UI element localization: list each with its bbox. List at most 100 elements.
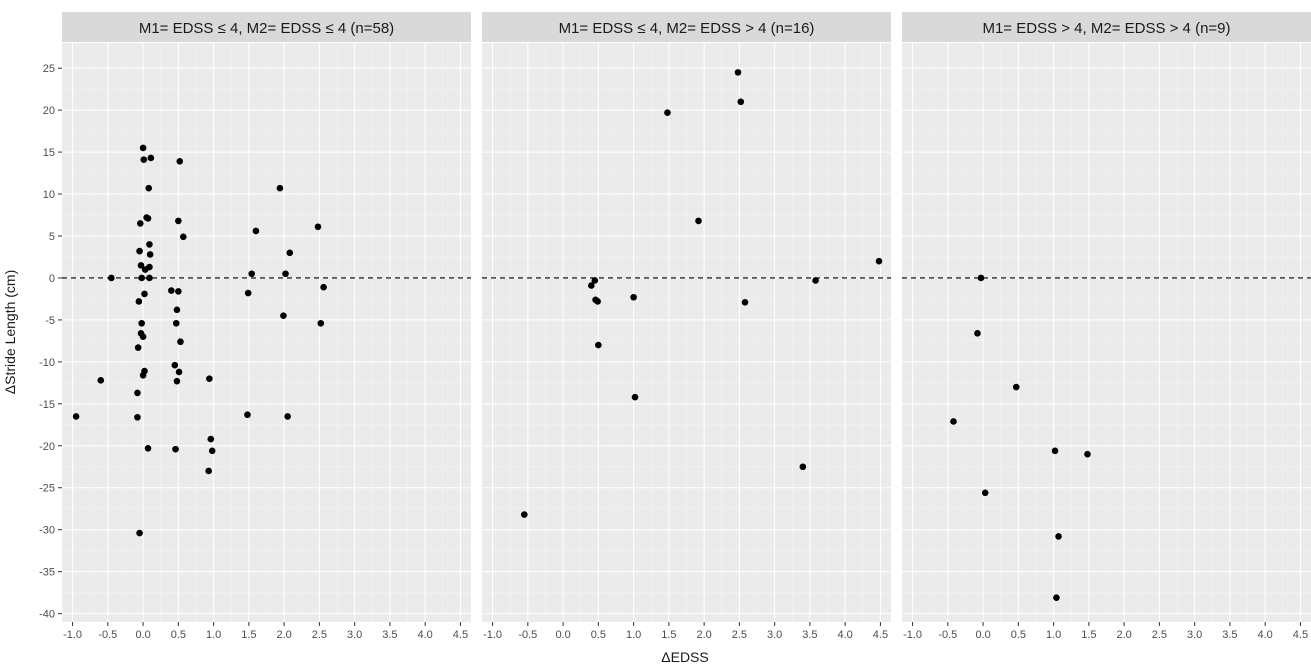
x-tick-label: 0.5 [1011,629,1026,641]
data-point [317,319,325,327]
panel-title: M1= EDSS ≤ 4, M2= EDSS ≤ 4 (n=58) [139,20,394,37]
data-point [146,263,153,271]
data-point [208,447,216,455]
y-tick-label: -5 [45,315,55,327]
data-point [1012,383,1020,391]
data-point [137,262,145,269]
data-point [282,270,289,278]
x-tick-label: 3.5 [1222,629,1237,641]
x-tick-label: 2.5 [1152,629,1167,641]
data-point [144,215,152,222]
panel-2: M1= EDSS ≤ 4, M2= EDSS > 4 (n=16) -1.0 -0.… [482,12,891,641]
data-point [136,220,144,227]
data-point [176,158,184,165]
y-tick-label: -25 [39,483,55,495]
data-point [172,445,179,453]
data-point [1084,450,1091,458]
data-point [280,312,287,320]
x-tick-label: 0.0 [135,629,150,641]
y-tick-label: 5 [49,231,55,243]
x-tick-label: 2.0 [696,629,711,641]
data-point [146,241,153,248]
x-tick-label: 0.5 [171,629,186,641]
y-tick-label: 0 [49,273,55,285]
data-point [631,393,639,401]
data-point [207,435,215,443]
panel-title: M1= EDSS ≤ 4, M2= EDSS > 4 (n=16) [559,20,815,37]
y-tick-label: -35 [39,567,55,579]
data-point [286,249,294,257]
data-point [175,288,182,295]
x-tick-label: 3.0 [1187,629,1202,641]
data-point [737,98,745,106]
data-point [588,282,595,289]
data-point [139,333,147,340]
data-point [138,319,145,327]
data-point [171,361,179,369]
x-tick-label: 4.5 [1293,629,1308,641]
data-point [314,223,322,231]
data-point [276,184,284,192]
data-point [244,411,251,419]
data-point [630,293,637,301]
x-tick-label: 1.0 [626,629,641,641]
x-tick-label: 4.0 [1258,629,1273,641]
panel-3: M1= EDSS > 4, M2= EDSS > 4 (n=9) -1.0 -0.5… [902,12,1311,641]
data-point [136,247,143,255]
y-tick-label: 25 [43,63,55,75]
x-tick-label: -1.0 [63,629,82,641]
y-tick-label: -40 [39,609,55,621]
data-point [97,377,105,384]
data-point [950,418,957,425]
panel-1: M1= EDSS ≤ 4, M2= EDSS ≤ 4 (n=58) -1.0 -0.… [39,12,471,641]
data-point [521,511,528,518]
data-point [168,287,175,294]
data-point [177,338,184,346]
data-point [146,251,154,258]
data-point [138,274,145,282]
x-tick-label: -1.0 [903,629,922,641]
x-tick-label: 0.5 [591,629,606,641]
x-tick-label: 2.5 [312,629,327,641]
data-point [141,290,148,298]
data-point [1055,533,1062,540]
x-tick-label: -0.5 [518,629,537,641]
data-point [695,217,702,225]
data-point [205,467,212,475]
data-point [144,445,152,452]
y-tick-label: -15 [39,399,55,411]
panel-strip [482,12,891,42]
data-point [140,156,148,163]
x-tick-label: 4.0 [838,629,853,641]
data-point [175,368,183,376]
x-tick-label: 3.5 [382,629,397,641]
data-point [179,233,187,241]
x-tick-label: 2.5 [732,629,747,641]
data-point [146,274,153,282]
data-point [173,306,181,314]
panel-strip [902,12,1311,42]
data-point [175,217,182,225]
x-tick-label: 0.0 [975,629,990,641]
data-point [252,227,260,235]
x-tick-label: -0.5 [98,629,117,641]
data-point [136,529,143,537]
data-point [1053,594,1060,601]
x-tick-label: 3.0 [767,629,782,641]
x-tick-label: 3.0 [347,629,362,641]
data-point [206,375,213,382]
data-point [741,298,749,306]
x-tick-label: 4.5 [453,629,468,641]
y-tick-label: -10 [39,357,55,369]
x-tick-label: 1.5 [1081,629,1096,641]
y-tick-label: -30 [39,525,55,537]
x-tick-label: -0.5 [938,629,957,641]
y-tick-label: 20 [43,105,55,117]
data-point [974,330,981,337]
data-point [664,109,671,116]
y-tick-label: 15 [43,147,55,159]
data-point [145,184,153,192]
data-point [734,69,742,76]
data-point [72,413,80,420]
